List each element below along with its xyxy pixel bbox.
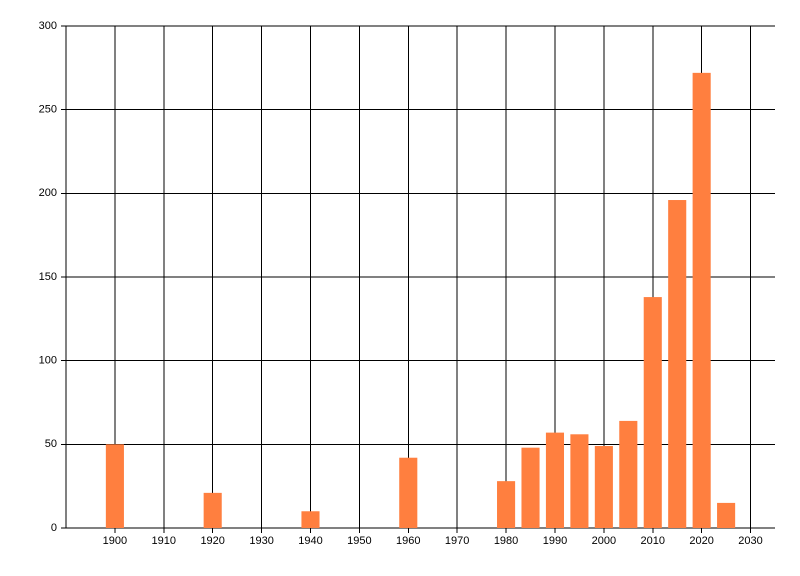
x-tick-label: 1940 bbox=[298, 535, 322, 547]
y-tick-label: 50 bbox=[45, 438, 57, 450]
x-tick-label: 2030 bbox=[738, 535, 762, 547]
x-tick-label: 1970 bbox=[445, 535, 469, 547]
x-tick-label: 1910 bbox=[152, 535, 176, 547]
y-tick-label: 300 bbox=[39, 20, 57, 32]
bar bbox=[301, 511, 320, 528]
x-tick-label: 1980 bbox=[494, 535, 518, 547]
x-tick-label: 1930 bbox=[249, 535, 273, 547]
bar bbox=[619, 420, 638, 528]
y-tick-label: 250 bbox=[39, 104, 57, 116]
bar bbox=[105, 444, 124, 528]
bar bbox=[399, 457, 418, 528]
x-tick-label: 1920 bbox=[200, 535, 224, 547]
bar bbox=[594, 446, 613, 528]
x-tick-label: 2020 bbox=[689, 535, 713, 547]
bar bbox=[668, 200, 687, 528]
y-tick-label: 200 bbox=[39, 187, 57, 199]
y-tick-label: 150 bbox=[39, 271, 57, 283]
y-tick-label: 100 bbox=[39, 355, 57, 367]
x-tick-label: 2000 bbox=[592, 535, 616, 547]
bar bbox=[692, 72, 711, 528]
bar bbox=[203, 492, 222, 528]
bar bbox=[521, 447, 540, 528]
bar bbox=[717, 502, 736, 528]
x-tick-label: 1990 bbox=[543, 535, 567, 547]
y-tick-label: 0 bbox=[51, 522, 57, 534]
bar bbox=[545, 432, 565, 528]
bar bbox=[497, 481, 516, 528]
x-tick-label: 2010 bbox=[641, 535, 665, 547]
x-tick-label: 1900 bbox=[103, 535, 127, 547]
bar bbox=[570, 434, 589, 528]
x-tick-label: 1950 bbox=[347, 535, 371, 547]
x-tick-label: 1960 bbox=[396, 535, 420, 547]
bar bbox=[643, 297, 662, 528]
